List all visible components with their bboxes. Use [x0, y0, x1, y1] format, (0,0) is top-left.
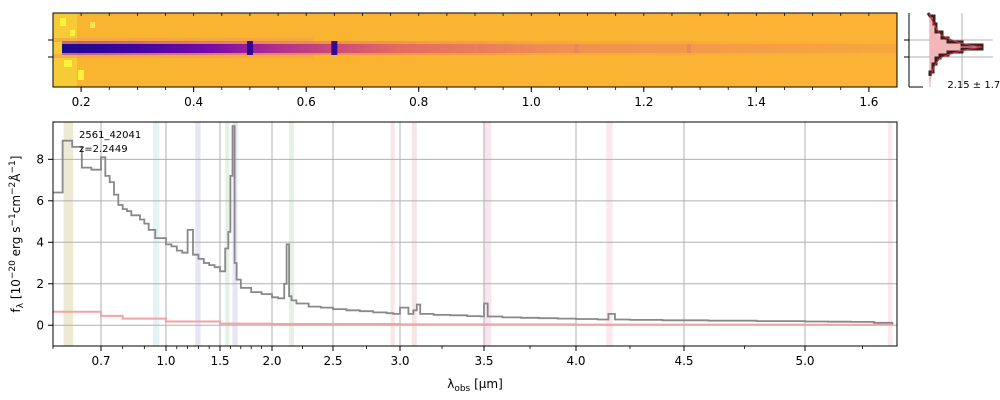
x-tick-label: 0.7 — [91, 354, 110, 368]
x-tick-label: 2.0 — [262, 354, 281, 368]
line-band — [390, 122, 395, 346]
y-tick-label: 4 — [36, 235, 44, 249]
spectrum-1d-panel: 0.7 1.0 1.5 2.0 2.5 3.0 3.5 4.0 4.5 5.0 0 2 4 6 8 2561… — [8, 121, 898, 394]
line-band — [411, 122, 417, 346]
x-tick-label: 2.5 — [323, 354, 342, 368]
emission-blob — [574, 44, 579, 53]
x-tick-label: 3.0 — [390, 354, 409, 368]
y-tick-label: 0 — [36, 318, 44, 332]
plot-background — [53, 122, 897, 346]
redshift-label: z=2.2449 — [79, 144, 128, 155]
cross-profile-panel: 2.15 ± 1.72 — [904, 12, 1000, 91]
grid — [53, 122, 897, 346]
x-tick-label: 1.0 — [156, 354, 175, 368]
emission-blob — [246, 41, 253, 55]
line-band — [63, 122, 74, 346]
line-band — [153, 122, 160, 346]
y-tick-label: 2 — [36, 277, 44, 291]
x-tick-label: 5.0 — [795, 354, 814, 368]
x-tick-label: 0.2 — [72, 95, 91, 109]
emission-blob — [331, 41, 338, 55]
line-band — [289, 122, 294, 346]
x-tick-label: 0.8 — [409, 95, 428, 109]
plot-frame — [52, 121, 898, 347]
x-tick-label: 1.6 — [859, 95, 878, 109]
object-id: 2561_42041 — [79, 130, 141, 141]
noise-speck — [78, 70, 84, 80]
flux-spectrum-line — [53, 125, 894, 325]
y-tick-label: 6 — [36, 194, 44, 208]
x-tick-label: 3.5 — [474, 354, 493, 368]
noise-speck — [70, 30, 75, 36]
noise-speck — [90, 22, 95, 28]
error-spectrum-line — [53, 310, 893, 326]
profile-model — [928, 12, 983, 77]
y-tick-label: 8 — [36, 152, 44, 166]
x-axis-label: λobs [μm] — [447, 377, 503, 394]
line-band — [225, 122, 230, 346]
x-tick-label: 0.4 — [184, 95, 203, 109]
spectrum-1d-axes: 0.7 1.0 1.5 2.0 2.5 3.0 3.5 4.0 4.5 5.0 0 2 4 6 8 — [36, 152, 863, 368]
line-band — [195, 122, 201, 346]
x-tick-label: 0.6 — [297, 95, 316, 109]
spectrum-2d-panel: 0.2 0.4 0.6 0.8 1.0 1.2 1.4 1.6 — [48, 12, 898, 109]
profile-fill — [930, 13, 982, 87]
noise-speck — [64, 60, 72, 67]
trace-halo — [53, 38, 313, 42]
line-bands — [63, 122, 893, 346]
emission-blob — [686, 44, 691, 53]
line-band — [887, 122, 893, 346]
trace-halo — [53, 54, 313, 58]
x-tick-label: 4.5 — [674, 354, 693, 368]
emission-blob — [501, 44, 506, 53]
profile-annotation: 2.15 ± 1.72 — [947, 80, 1000, 91]
spectral-trace — [62, 44, 897, 53]
x-tick-label: 1.0 — [522, 95, 541, 109]
spectrum-2d-x-axis: 0.2 0.4 0.6 0.8 1.0 1.2 1.4 1.6 — [72, 13, 878, 109]
x-tick-label: 1.4 — [747, 95, 766, 109]
x-tick-label: 1.2 — [634, 95, 653, 109]
y-axis-label: fλ [10−20 erg s−1cm−2Å−1] — [8, 156, 26, 313]
x-tick-label: 1.5 — [210, 354, 229, 368]
line-band — [606, 122, 613, 346]
line-band — [484, 122, 492, 346]
emission-blob — [473, 44, 477, 53]
x-tick-label: 4.0 — [566, 354, 585, 368]
emission-blobs — [246, 41, 691, 55]
noise-speck — [60, 18, 66, 26]
